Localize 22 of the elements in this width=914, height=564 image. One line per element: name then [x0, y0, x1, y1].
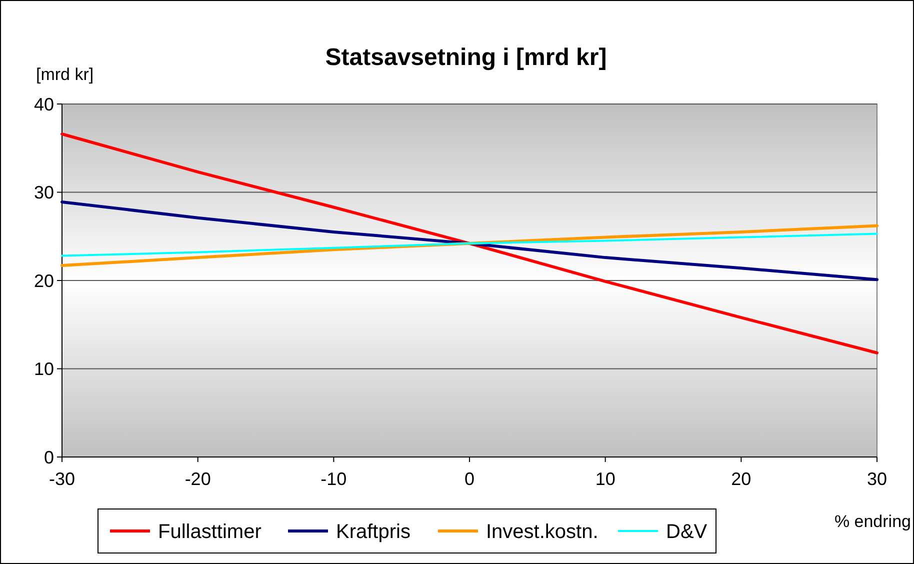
x-axis-title: % endring [834, 512, 911, 531]
x-tick-label: -20 [184, 469, 211, 489]
legend-label: Fullasttimer [158, 521, 262, 543]
x-tick-label: 10 [595, 469, 616, 489]
x-tick-label: -30 [48, 469, 76, 489]
y-tick-label: 40 [34, 94, 54, 114]
y-tick-label: 10 [34, 359, 54, 380]
legend-label: Invest.kostn. [486, 521, 598, 543]
x-tick-label: 0 [464, 469, 475, 489]
legend-label: Kraftpris [336, 521, 410, 543]
x-tick-label: 20 [731, 469, 752, 489]
y-tick-label: 0 [44, 447, 54, 468]
line-series [60, 132, 878, 354]
chart-title: Statsavsetning i [mrd kr] [325, 44, 607, 71]
legend-label: D&V [666, 521, 708, 543]
x-tick-label: 30 [866, 469, 888, 489]
line-series [61, 232, 878, 257]
y-tick-label: 20 [34, 270, 54, 291]
y-axis-title: [mrd kr] [36, 65, 94, 84]
line-series [60, 200, 878, 282]
x-tick-label: -10 [320, 469, 347, 489]
y-tick-label: 30 [34, 182, 54, 203]
